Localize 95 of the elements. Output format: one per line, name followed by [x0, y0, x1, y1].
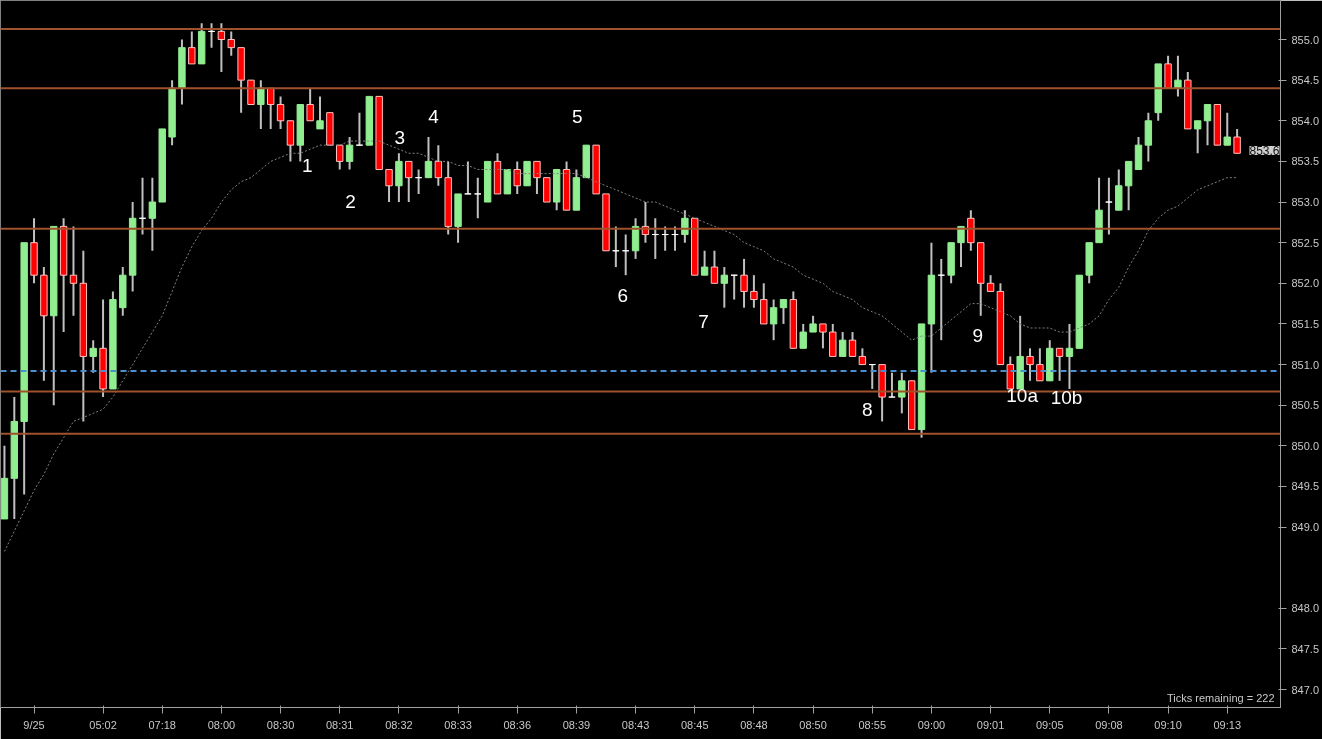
candlestick	[424, 136, 433, 179]
y-tick-label: 855.0	[1291, 33, 1320, 46]
x-tick-label: 09:10	[1154, 718, 1182, 731]
x-tick-label: 09:08	[1095, 718, 1123, 731]
candlestick	[838, 331, 847, 358]
y-tick-label: 853.5	[1291, 155, 1320, 168]
annotation: 1	[301, 155, 313, 176]
candlestick	[474, 176, 482, 220]
candlestick	[513, 160, 521, 195]
candlestick	[306, 87, 314, 122]
candlestick	[385, 168, 393, 204]
y-tick-label: 850.0	[1291, 439, 1320, 452]
candlestick	[89, 339, 97, 374]
y-tick-label: 848.0	[1291, 602, 1320, 615]
candlestick	[405, 160, 413, 204]
candlestick	[1036, 347, 1044, 382]
y-tick-label: 847.5	[1291, 642, 1320, 655]
annotation: 5	[572, 106, 583, 127]
annotation: 4	[428, 106, 440, 127]
candlestick	[1203, 103, 1212, 147]
candlestick	[1223, 111, 1231, 147]
x-tick-label: 08:31	[325, 718, 354, 731]
annotation: 9	[972, 325, 984, 346]
x-tick-label: 08:39	[562, 718, 591, 731]
annotation: 10b	[1050, 387, 1083, 408]
y-tick-label: 847.0	[1291, 683, 1320, 696]
candlestick	[720, 266, 729, 309]
candlestick	[345, 136, 354, 171]
candlestick	[888, 371, 896, 399]
candlestick	[1105, 176, 1113, 236]
annotation: 6	[617, 285, 629, 306]
x-tick-label: 08:33	[444, 718, 472, 731]
candlestick	[464, 160, 472, 195]
candlestick	[1233, 127, 1241, 155]
x-tick-label: 09:01	[976, 718, 1005, 731]
candlestick	[700, 249, 709, 277]
candlestick	[227, 30, 235, 57]
y-tick-label: 849.0	[1291, 521, 1320, 534]
candlestick	[681, 209, 689, 244]
x-tick-label: 08:43	[621, 718, 650, 731]
candlestick	[898, 371, 906, 415]
annotation: 2	[345, 191, 356, 212]
x-tick-label: 9/25	[23, 718, 45, 731]
y-tick-label: 851.0	[1291, 358, 1320, 371]
x-tick-label: 05:02	[89, 718, 117, 731]
annotation: 3	[394, 127, 406, 148]
candlestick	[267, 87, 275, 130]
candlestick	[1174, 54, 1182, 98]
annotation: Ticks remaining = 222	[1167, 691, 1275, 704]
candlestick	[188, 30, 196, 65]
candlestick	[710, 249, 719, 285]
y-tick-label: 854.0	[1291, 114, 1320, 127]
y-tick-label: 854.5	[1291, 74, 1320, 87]
y-tick-label: 853.0	[1291, 196, 1320, 209]
y-tick-label: 849.5	[1291, 480, 1320, 493]
x-tick-label: 08:50	[799, 718, 827, 731]
candlestick	[740, 257, 748, 309]
text: 853.6	[1249, 144, 1280, 158]
candlestick	[257, 79, 265, 130]
x-tick-label: 07:18	[148, 718, 176, 731]
candlestick	[336, 144, 344, 171]
y-tick-label: 850.5	[1291, 399, 1320, 412]
candlestick	[750, 274, 758, 309]
candlestick	[276, 95, 285, 130]
candlestick	[217, 22, 226, 74]
candlestick	[69, 225, 78, 317]
candlestick	[316, 95, 324, 130]
y-tick-label: 852.5	[1291, 236, 1320, 249]
candlestick	[799, 322, 807, 350]
candlestick	[957, 225, 965, 269]
candlestick	[148, 176, 157, 252]
candlestick	[533, 160, 541, 195]
x-tick-label: 09:05	[1035, 718, 1064, 731]
candlestick	[779, 298, 788, 325]
x-tick-label: 09:00	[917, 718, 946, 731]
x-tick-label: 08:55	[858, 718, 887, 731]
x-tick-label: 08:45	[680, 718, 709, 731]
x-tick-label: 08:00	[207, 718, 236, 731]
x-tick-label: 08:32	[385, 718, 413, 731]
y-tick-label: 851.5	[1291, 317, 1320, 330]
candlestick	[1193, 119, 1202, 155]
x-tick-label: 08:48	[740, 718, 768, 731]
x-tick-label: 09:13	[1213, 718, 1242, 731]
x-tick-label: 08:30	[266, 718, 295, 731]
candlestick	[434, 144, 443, 187]
candlestick	[1026, 347, 1034, 382]
annotation: 7	[698, 311, 709, 332]
x-tick-label: 08:36	[503, 718, 531, 731]
y-tick-label: 852.0	[1291, 277, 1320, 290]
candlestick	[1055, 347, 1064, 382]
annotation: 8	[862, 399, 873, 420]
candlestick	[819, 322, 827, 350]
candlestick	[769, 298, 778, 342]
candlestick	[848, 331, 857, 358]
candlestick	[1065, 322, 1074, 390]
